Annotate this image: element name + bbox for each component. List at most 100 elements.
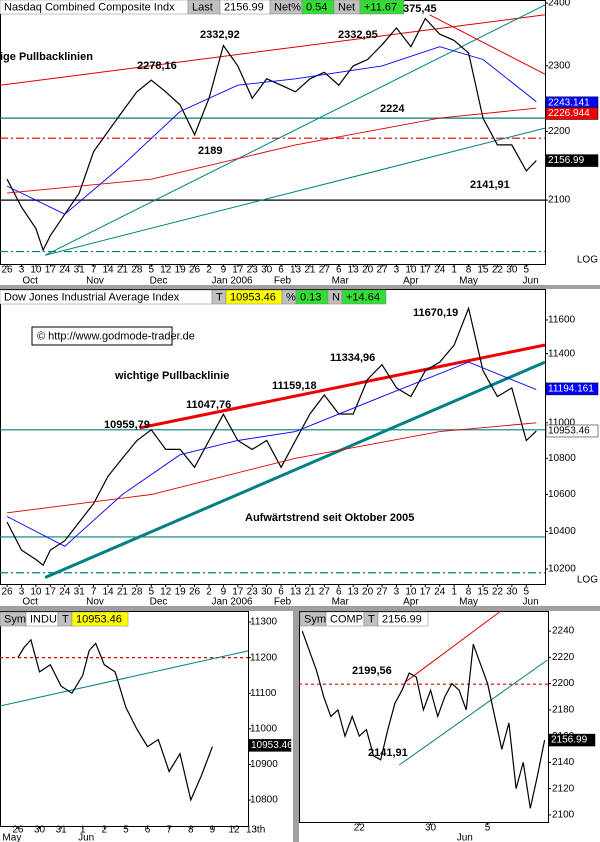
price-box-label: 2226.944 — [548, 108, 590, 119]
price-box-label: 2156.99 — [548, 155, 585, 166]
annotation: 11334,96 — [330, 352, 375, 364]
x-tick-label: 2 — [206, 265, 212, 276]
x-tick-label: 5 — [523, 587, 529, 598]
x-tick-label: 17 — [420, 265, 432, 276]
x-tick-label: 3 — [19, 265, 25, 276]
y-tick-label: 2100 — [552, 810, 575, 821]
annotation: 2224 — [380, 103, 405, 115]
y-tick-label: 2400 — [548, 0, 571, 9]
annotation: 2199,56 — [352, 665, 392, 677]
annotation: wichtige Pullbacklinie — [114, 370, 229, 382]
trend-line — [404, 610, 501, 683]
x-tick-label: 21 — [304, 265, 316, 276]
panel-frame — [299, 611, 549, 823]
header-text: Nasdaq Combined Composite Indx — [4, 1, 175, 13]
x-tick-label: 30 — [506, 265, 518, 276]
y-tick-label: 2200 — [548, 126, 571, 137]
annotation: 11159,18 — [272, 380, 317, 392]
x-tick-label: 8 — [466, 265, 472, 276]
header-text: COMPX — [330, 613, 371, 625]
header-text: T — [62, 613, 69, 625]
x-tick-label: 10 — [30, 265, 42, 276]
x-tick-label: 30 — [425, 823, 437, 834]
header-text: 0.13 — [300, 291, 321, 303]
scale-label: LOG — [577, 255, 598, 266]
month-label: Dec — [150, 597, 168, 608]
header-text: N — [332, 291, 340, 303]
x-tick-label: 6 — [278, 265, 284, 276]
y-tick-label: 11400 — [548, 348, 576, 359]
annotation: 2332,92 — [200, 29, 240, 41]
x-tick-label: 31 — [74, 587, 86, 598]
month-label: Oct — [22, 597, 38, 608]
x-tick-label: 6 — [278, 587, 284, 598]
x-tick-label: 7 — [166, 825, 172, 836]
x-tick-label: 21 — [117, 587, 129, 598]
header-text: 10953.46 — [230, 291, 276, 303]
month-label: Feb — [274, 276, 292, 287]
price-line — [6, 306, 537, 567]
y-tick-label: 11100 — [250, 688, 277, 699]
x-tick-label: 30 — [261, 587, 273, 598]
month-label: Jan 2006 — [211, 597, 253, 608]
price-box — [545, 382, 599, 396]
x-tick-label: 17 — [232, 587, 244, 598]
x-tick-label: 13 — [348, 587, 360, 598]
watermark: © http://www.godmode-trader.de — [37, 330, 195, 342]
header-text: 2156.99 — [382, 613, 422, 625]
price-box-label: 2156.99 — [551, 735, 588, 746]
x-tick-label: 3 — [394, 587, 400, 598]
trend-line — [0, 650, 249, 707]
month-label: May — [459, 597, 478, 608]
header-text: +11.67 — [364, 1, 397, 13]
price-line — [17, 638, 213, 802]
annotation: 10959,79 — [104, 419, 150, 431]
annotation: Aufwärtstrend seit Oktober 2005 — [245, 512, 414, 524]
x-tick-label: 5 — [149, 265, 155, 276]
x-tick-label: 7 — [91, 265, 97, 276]
x-tick-label: 24 — [59, 587, 71, 598]
header-cell — [377, 611, 429, 627]
x-tick-label: 23 — [247, 265, 259, 276]
x-tick-label: 13 — [348, 265, 360, 276]
x-tick-label: 1 — [451, 587, 457, 598]
x-tick-label: 26 — [189, 587, 201, 598]
x-tick-label: 22 — [492, 587, 504, 598]
price-box-label: 2243.141 — [548, 97, 590, 108]
month-label: May — [2, 833, 21, 842]
x-tick-label: 28 — [131, 265, 143, 276]
header-cell — [359, 0, 405, 15]
x-tick-label: 19 — [175, 265, 187, 276]
header-cell — [71, 611, 129, 627]
scale-label: LOG — [577, 575, 598, 586]
x-tick-label: 6 — [336, 265, 342, 276]
x-tick-label: 26 — [12, 825, 24, 836]
x-tick-label: 2 — [206, 587, 212, 598]
x-tick-label: 3 — [19, 587, 25, 598]
x-tick-label: 17 — [45, 587, 57, 598]
annotation: 11670,19 — [413, 307, 458, 319]
annotation: 2189 — [198, 145, 222, 157]
y-tick-label: 10800 — [548, 453, 576, 464]
watermark-box — [31, 326, 173, 346]
month-label: Jun — [78, 833, 94, 842]
month-label: Apr — [403, 597, 419, 608]
x-tick-label: 31 — [56, 825, 68, 836]
price-box-label: 11194.161 — [548, 384, 594, 395]
x-tick-label: 5 — [149, 587, 155, 598]
header-text: Sym — [4, 613, 26, 625]
y-tick-label: 11000 — [548, 417, 576, 428]
x-tick-label: 26 — [2, 587, 14, 598]
month-label: Nov — [86, 597, 104, 608]
header-text: 10953.46 — [76, 613, 122, 625]
panel-frame — [0, 289, 546, 585]
price-box — [548, 733, 596, 747]
x-tick-label: 26 — [2, 265, 14, 276]
month-label: Oct — [22, 276, 38, 287]
x-tick-label: 31 — [74, 265, 86, 276]
x-tick-label: 24 — [59, 265, 71, 276]
x-tick-label: 6 — [336, 587, 342, 598]
x-tick-label: 9 — [210, 825, 216, 836]
header-cell — [341, 289, 387, 305]
month-label: Apr — [403, 276, 419, 287]
